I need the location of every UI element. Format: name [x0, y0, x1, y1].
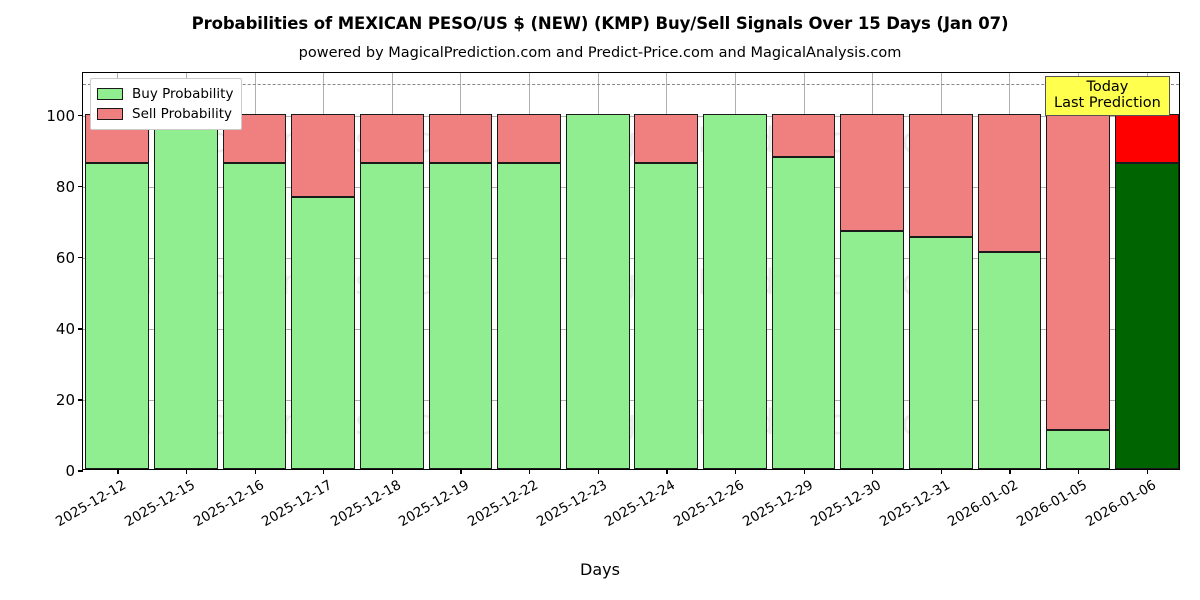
x-tick-mark [185, 469, 188, 474]
legend-swatch-buy-icon [97, 88, 123, 100]
x-tick-mark [1146, 469, 1148, 474]
bar-segment-sell[interactable] [1114, 113, 1179, 164]
bar-segment-buy[interactable] [428, 163, 493, 469]
bar-segment-sell[interactable] [428, 113, 493, 164]
bar-segment-buy[interactable] [154, 113, 218, 469]
reference-dashed-line [83, 83, 1179, 85]
x-tick-mark [666, 469, 668, 474]
x-tick-mark [323, 469, 325, 474]
chart-legend[interactable]: Buy Probability Sell Probability [90, 78, 243, 130]
bar-segment-sell[interactable] [840, 113, 905, 231]
bar-segment-sell[interactable] [291, 113, 356, 197]
bar-group[interactable] [359, 71, 424, 469]
y-tick-label: 20 [55, 390, 75, 409]
bar-segment-buy[interactable] [359, 163, 424, 469]
x-axis-label: Days [580, 560, 620, 579]
x-tick-mark [529, 469, 531, 474]
bar-segment-sell[interactable] [634, 113, 699, 164]
y-tick-mark [78, 470, 83, 472]
bar-group[interactable] [154, 71, 218, 469]
bar-group[interactable] [565, 71, 630, 469]
bar-group[interactable] [703, 71, 767, 469]
bar-segment-sell[interactable] [908, 113, 973, 237]
legend-item-sell[interactable]: Sell Probability [97, 104, 233, 124]
bar-group[interactable] [771, 71, 836, 469]
bar-segment-buy[interactable] [222, 163, 287, 469]
y-tick-mark [78, 114, 83, 117]
bars-layer [83, 73, 1179, 469]
bar-segment-sell[interactable] [771, 113, 836, 157]
gridline-horizontal [83, 328, 1179, 330]
bar-group[interactable] [222, 71, 287, 469]
y-tick-label: 40 [55, 319, 75, 338]
bar-segment-sell[interactable] [497, 113, 561, 164]
x-tick-mark [1078, 469, 1080, 474]
y-tick-label: 100 [46, 106, 75, 125]
y-tick-label: 0 [65, 462, 75, 480]
bar-segment-buy[interactable] [771, 157, 836, 469]
bar-segment-buy[interactable] [908, 236, 973, 469]
chart-subtitle: powered by MagicalPrediction.com and Pre… [298, 45, 902, 61]
legend-item-buy[interactable]: Buy Probability [97, 84, 233, 104]
bar-group[interactable] [1046, 71, 1110, 469]
y-tick-mark [78, 186, 83, 188]
bar-group[interactable] [908, 71, 973, 469]
bar-group[interactable] [428, 71, 493, 469]
bar-segment-buy[interactable] [565, 113, 630, 469]
x-tick-mark [391, 469, 394, 474]
x-tick-mark [460, 469, 462, 474]
x-tick-mark [1009, 469, 1011, 474]
bar-segment-sell[interactable] [1046, 113, 1110, 431]
x-tick-mark [117, 469, 119, 474]
bar-group[interactable] [291, 71, 356, 469]
y-tick-mark [78, 257, 83, 259]
bar-group[interactable] [634, 71, 699, 469]
y-tick-label: 80 [55, 177, 75, 196]
y-tick-mark [78, 399, 83, 401]
bar-group[interactable] [497, 71, 561, 469]
x-tick-mark [940, 469, 943, 474]
legend-label-sell: Sell Probability [132, 106, 233, 122]
today-annotation: Today Last Prediction [1045, 76, 1170, 117]
bar-segment-buy[interactable] [840, 230, 905, 469]
bar-segment-buy[interactable] [497, 163, 561, 469]
bar-group[interactable] [977, 71, 1042, 469]
bar-segment-buy[interactable] [1046, 430, 1110, 469]
bar-group[interactable] [1114, 71, 1179, 469]
bar-group[interactable] [840, 71, 905, 469]
bar-segment-buy[interactable] [634, 163, 699, 469]
y-tick-label: 60 [55, 248, 75, 267]
y-tick-mark [78, 328, 83, 330]
bar-segment-sell[interactable] [977, 113, 1042, 252]
x-tick-mark [872, 469, 874, 474]
bar-segment-buy[interactable] [977, 251, 1042, 469]
x-tick-mark [803, 469, 805, 474]
x-tick-mark [734, 469, 737, 474]
gridline-horizontal [83, 399, 1179, 401]
legend-label-buy: Buy Probability [132, 86, 234, 102]
x-tick-mark [254, 469, 256, 474]
bar-segment-buy[interactable] [85, 163, 150, 469]
reference-line-layer [83, 73, 1179, 469]
x-tick-mark [597, 469, 599, 474]
legend-swatch-sell-icon [97, 108, 123, 120]
gridline-horizontal [83, 115, 1179, 117]
today-annotation-line1: Today [1086, 79, 1129, 95]
today-annotation-line2: Last Prediction [1054, 95, 1161, 112]
bar-group[interactable] [85, 71, 150, 469]
bar-segment-sell[interactable] [359, 113, 424, 164]
plot-area: MagicalAnalysis.comMagicalPrediction.com… [46, 72, 1180, 530]
gridline-horizontal [83, 186, 1179, 188]
bar-segment-buy[interactable] [291, 196, 356, 469]
gridline-horizontal [83, 257, 1179, 259]
bar-segment-buy[interactable] [1114, 163, 1179, 469]
page-title: Probabilities of MEXICAN PESO/US $ (NEW)… [191, 14, 1009, 33]
bar-segment-buy[interactable] [703, 113, 767, 469]
